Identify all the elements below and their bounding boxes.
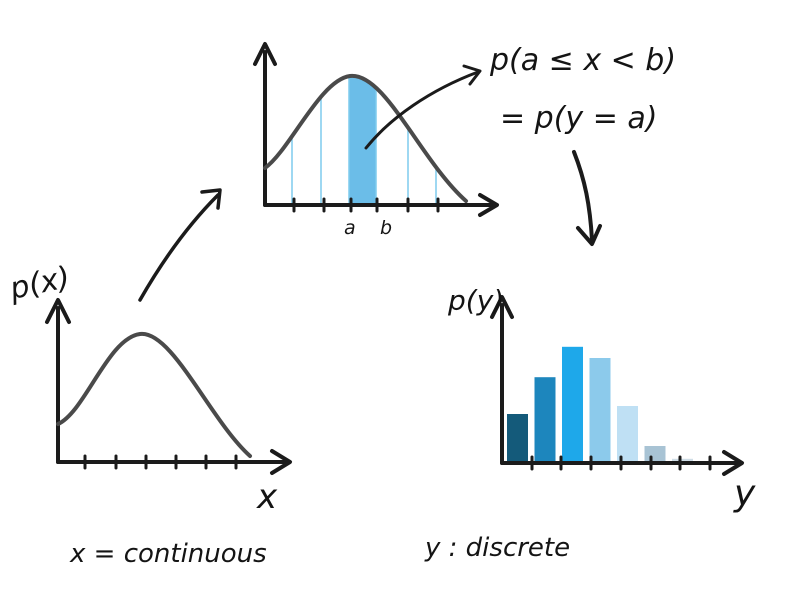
binned-x-ticks — [292, 197, 440, 213]
arrow-to-binned-plot-head — [200, 188, 222, 210]
arrow-to-probability-head — [462, 64, 482, 86]
tick-label-b: b — [380, 217, 392, 239]
py-axis-label: p(y) — [447, 284, 504, 317]
binned-x-arrowhead — [478, 193, 499, 217]
px-axis-label: p(x) — [6, 260, 73, 307]
bar-5 — [617, 406, 638, 462]
bin-region — [291, 75, 437, 205]
arrow-to-discrete-plot-head — [576, 224, 602, 246]
tick-label-a: a — [344, 217, 356, 239]
continuous-y-arrowhead — [45, 298, 71, 324]
discrete-y-arrowhead — [490, 295, 514, 319]
binned-y-arrowhead — [253, 42, 277, 66]
bar-2 — [534, 377, 556, 462]
discrete-caption: y : discrete — [424, 533, 570, 563]
probability-expression: p(a ≤ x < b) — [489, 43, 676, 78]
continuous-plot: p(x) x x = continuous — [6, 260, 292, 569]
arrow-to-probability — [364, 70, 480, 150]
discrete-x-ticks — [530, 455, 712, 471]
bar-7 — [672, 458, 693, 462]
arrow-to-discrete-plot — [572, 150, 594, 242]
binned-density-curve — [263, 73, 468, 203]
bar-6 — [644, 446, 666, 462]
continuous-x-ticks — [83, 454, 238, 470]
continuous-x-axis-label: x — [256, 477, 278, 517]
discrete-x-arrowhead — [722, 450, 744, 476]
arrow-to-binned-plot — [138, 193, 220, 302]
bar-4 — [589, 358, 611, 462]
probability-equals-py: = p(y = a) — [500, 101, 657, 136]
continuous-density-curve — [56, 331, 252, 458]
bar-1 — [507, 414, 528, 462]
binned-plot: a b — [253, 42, 499, 239]
discrete-y-axis-label: y — [733, 473, 756, 514]
bar-3 — [562, 346, 583, 462]
discrete-bars — [507, 346, 693, 462]
continuous-caption: x = continuous — [69, 539, 267, 569]
continuous-x-arrowhead — [270, 449, 292, 475]
discrete-plot: p(y) y y : discrete — [424, 284, 756, 563]
